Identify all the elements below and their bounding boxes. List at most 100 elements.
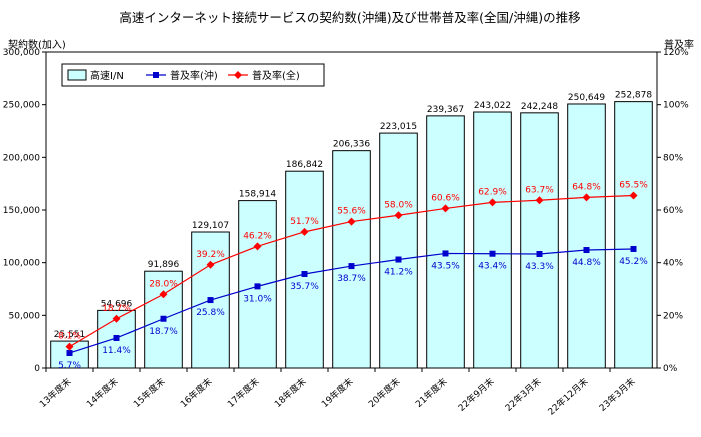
x-tick-label: 15年度末	[131, 375, 168, 410]
legend-marker	[234, 71, 242, 79]
x-tick-label: 18年度末	[272, 375, 309, 410]
series-point-label: 46.2%	[243, 231, 272, 241]
series-point	[394, 211, 403, 220]
bar	[567, 103, 606, 369]
bar	[285, 170, 324, 369]
series-point-label: 18.7%	[102, 304, 131, 314]
legend-label: 普及率(全)	[252, 69, 300, 82]
y-right-tick-label: 40%	[663, 259, 683, 269]
y-axis-right-label: 普及率	[664, 38, 694, 51]
series-point-label: 65.5%	[619, 181, 648, 191]
x-tick-label: 21年度末	[413, 375, 450, 410]
bar-value-label: 91,896	[148, 260, 180, 270]
series-point-label: 18.7%	[149, 327, 178, 337]
series-point	[160, 315, 167, 322]
series-point	[583, 247, 590, 254]
series-point	[113, 334, 120, 341]
series-point	[254, 283, 261, 290]
y-left-tick-label: 300,000	[3, 48, 40, 58]
series-point	[629, 191, 638, 200]
y-axis-left-label: 契約数(加入)	[8, 38, 66, 51]
series-point-label: 38.7%	[337, 274, 366, 284]
bar-value-label: 239,367	[427, 105, 464, 115]
series-point-label: 44.8%	[572, 258, 601, 268]
series-point	[300, 227, 309, 236]
bar-value-label: 54,696	[101, 299, 133, 309]
series-point-label: 43.5%	[431, 261, 460, 271]
y-left-tick-label: 100,000	[3, 259, 40, 269]
legend-box	[61, 63, 325, 87]
series-point-label: 43.3%	[525, 262, 554, 272]
series-point	[253, 242, 262, 251]
legend-swatch-bar	[67, 69, 87, 81]
series-point-label: 64.8%	[572, 182, 601, 192]
series-point	[395, 256, 402, 263]
series-point	[441, 204, 450, 213]
series-point	[112, 314, 121, 323]
series-point	[536, 250, 543, 257]
series-point-label: 51.7%	[290, 217, 319, 227]
series-point	[489, 250, 496, 257]
x-tick-label: 20年度末	[366, 375, 403, 410]
series-point	[159, 290, 168, 299]
series-point-label: 35.7%	[290, 282, 319, 292]
series-point	[65, 342, 74, 351]
chart-title: 高速インターネット接続サービスの契約数(沖縄)及び世帯普及率(全国/沖縄)の推移	[119, 10, 580, 25]
x-tick-label: 16年度末	[178, 375, 215, 410]
y-right-tick-label: 80%	[663, 153, 683, 163]
bar-value-label: 250,649	[568, 93, 605, 103]
y-right-tick-label: 0%	[663, 364, 678, 374]
legend-label: 高速I/N	[90, 69, 124, 82]
series-point	[301, 270, 308, 277]
x-tick-label: 19年度末	[319, 375, 356, 410]
bar-value-label: 158,914	[239, 190, 276, 200]
bar	[520, 112, 559, 369]
series-point	[630, 245, 637, 252]
legend: 高速I/N 普及率(沖) 普及率(全)	[61, 63, 325, 87]
series-point-label: 25.8%	[196, 308, 225, 318]
bar-value-label: 242,248	[521, 102, 558, 112]
series-point	[348, 263, 355, 270]
x-tick-label: 13年度末	[37, 375, 74, 410]
y-left-tick-label: 200,000	[3, 153, 40, 163]
bar-value-label: 186,842	[286, 160, 323, 170]
y-right-tick-label: 100%	[663, 101, 689, 111]
bar	[379, 132, 418, 369]
y-left-tick-label: 150,000	[3, 206, 40, 216]
series-point	[582, 193, 591, 202]
x-tick-label: 22年12月末	[545, 375, 590, 417]
x-tick-label: 17年度末	[225, 375, 262, 410]
bar	[473, 111, 512, 369]
series-point-label: 60.6%	[431, 193, 460, 203]
legend-marker	[153, 72, 159, 78]
series-point	[535, 196, 544, 205]
legend-label: 普及率(沖)	[170, 69, 218, 82]
series-point	[207, 297, 214, 304]
plot-area: 0 50,000 100,000 150,000 200,000 250,000 300,0…	[3, 48, 689, 418]
bar-value-label: 243,022	[474, 101, 511, 111]
series-point-label: 5.7%	[58, 361, 81, 371]
series-point	[66, 349, 73, 356]
x-tick-label: 14年度末	[84, 375, 121, 410]
series-point-label: 39.2%	[196, 250, 225, 260]
series-point	[488, 198, 497, 207]
x-tick-label: 22年3月末	[503, 375, 544, 413]
bar-value-label: 25,551	[54, 330, 86, 340]
series-point-label: 55.6%	[337, 207, 366, 217]
series-point-label: 8.1%	[58, 332, 81, 342]
series-point	[442, 250, 449, 257]
y-right-tick-label: 20%	[663, 311, 683, 321]
bar	[614, 101, 653, 369]
series-point-label: 58.0%	[384, 200, 413, 210]
y-left-tick-label: 250,000	[3, 101, 40, 111]
bar	[426, 115, 465, 369]
y-left-tick-label: 0	[34, 364, 40, 374]
bar-value-label: 252,878	[615, 91, 652, 101]
y-left-tick-label: 50,000	[9, 311, 41, 321]
series-point-label: 11.4%	[102, 346, 131, 356]
bar-value-label: 223,015	[380, 122, 417, 132]
bar-value-label: 129,107	[192, 221, 229, 231]
series-point-label: 28.0%	[149, 279, 178, 289]
series-point-label: 62.9%	[478, 187, 507, 197]
